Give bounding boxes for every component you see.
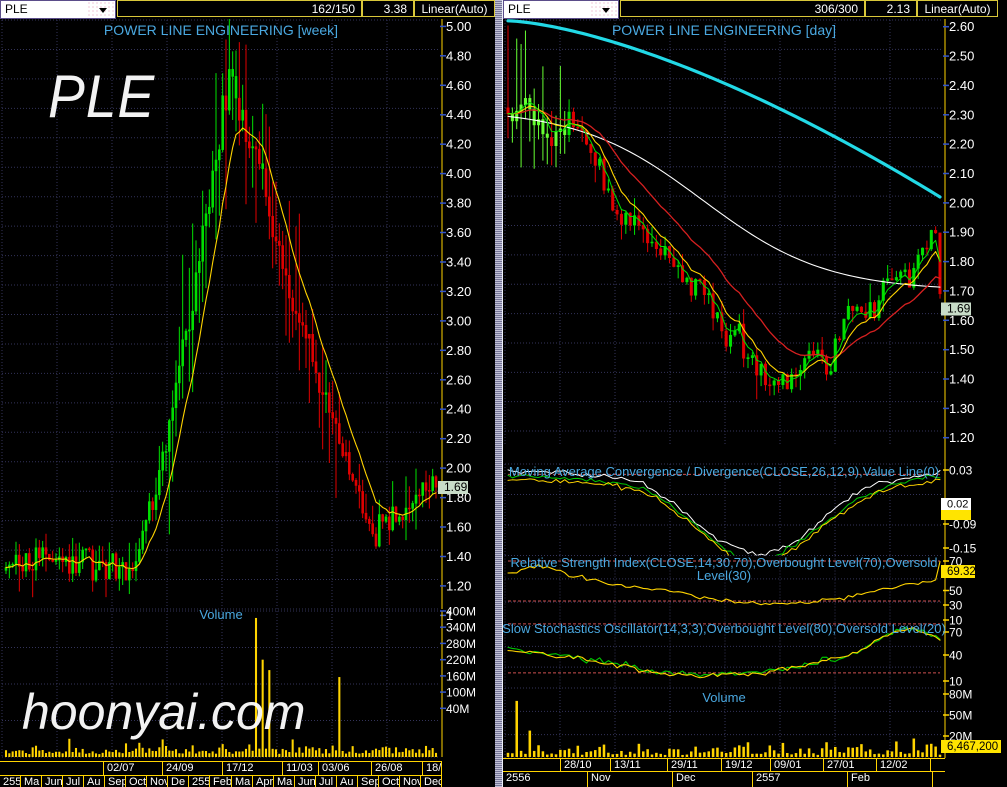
svg-text:10: 10 bbox=[949, 675, 963, 689]
svg-text:69.32: 69.32 bbox=[947, 566, 976, 578]
svg-text:1.40: 1.40 bbox=[446, 549, 471, 564]
svg-text:3.00: 3.00 bbox=[446, 313, 471, 328]
svg-text:POWER LINE ENGINEERING [day]: POWER LINE ENGINEERING [day] bbox=[612, 22, 836, 38]
svg-text:6,467,200: 6,467,200 bbox=[947, 741, 998, 753]
svg-text:2.50: 2.50 bbox=[949, 49, 974, 64]
svg-text:2.20: 2.20 bbox=[949, 137, 974, 152]
svg-text:-0.15: -0.15 bbox=[949, 542, 977, 556]
svg-text:Volume: Volume bbox=[199, 607, 242, 622]
svg-text:0.03: 0.03 bbox=[949, 464, 973, 478]
svg-text:400M: 400M bbox=[446, 605, 476, 619]
svg-text:POWER LINE ENGINEERING [week]: POWER LINE ENGINEERING [week] bbox=[104, 22, 338, 38]
svg-text:1.30: 1.30 bbox=[949, 401, 974, 416]
svg-text:3.40: 3.40 bbox=[446, 255, 471, 270]
svg-text:2.80: 2.80 bbox=[446, 343, 471, 358]
svg-text:0.02: 0.02 bbox=[947, 499, 968, 511]
svg-text:100M: 100M bbox=[446, 686, 476, 700]
svg-text:80M: 80M bbox=[949, 688, 972, 702]
svg-text:3.80: 3.80 bbox=[446, 196, 471, 211]
svg-text:4.40: 4.40 bbox=[446, 107, 471, 122]
svg-text:1.50: 1.50 bbox=[949, 342, 974, 357]
svg-text:30: 30 bbox=[949, 599, 963, 613]
svg-text:1.20: 1.20 bbox=[949, 430, 974, 445]
svg-text:220M: 220M bbox=[446, 653, 476, 667]
svg-text:50: 50 bbox=[949, 584, 963, 598]
svg-text:4.60: 4.60 bbox=[446, 78, 471, 93]
svg-text:4.00: 4.00 bbox=[446, 166, 471, 181]
svg-text:2.40: 2.40 bbox=[949, 78, 974, 93]
svg-text:4.80: 4.80 bbox=[446, 48, 471, 63]
svg-text:340M: 340M bbox=[446, 621, 476, 635]
svg-text:50M: 50M bbox=[949, 709, 972, 723]
svg-text:4.20: 4.20 bbox=[446, 137, 471, 152]
svg-text:Slow Stochastics Oscillator(14: Slow Stochastics Oscillator(14,3,3),Over… bbox=[503, 621, 946, 636]
svg-text:40: 40 bbox=[949, 649, 963, 663]
svg-text:2.20: 2.20 bbox=[446, 431, 471, 446]
svg-text:Level(30): Level(30) bbox=[697, 568, 751, 583]
svg-text:40M: 40M bbox=[446, 702, 469, 716]
svg-text:1.20: 1.20 bbox=[446, 578, 471, 593]
svg-text:70: 70 bbox=[949, 626, 963, 640]
svg-text:5.00: 5.00 bbox=[446, 19, 471, 34]
svg-text:2.00: 2.00 bbox=[949, 195, 974, 210]
svg-text:2.60: 2.60 bbox=[446, 372, 471, 387]
svg-text:2.60: 2.60 bbox=[949, 19, 974, 34]
svg-text:3.20: 3.20 bbox=[446, 284, 471, 299]
svg-text:1.69: 1.69 bbox=[947, 302, 971, 316]
svg-text:1.70: 1.70 bbox=[949, 283, 974, 298]
svg-text:3.60: 3.60 bbox=[446, 225, 471, 240]
svg-text:1.60: 1.60 bbox=[446, 520, 471, 535]
svg-text:2.00: 2.00 bbox=[446, 461, 471, 476]
svg-text:1.90: 1.90 bbox=[949, 225, 974, 240]
svg-text:2.30: 2.30 bbox=[949, 107, 974, 122]
svg-text:Volume: Volume bbox=[702, 690, 745, 705]
svg-text:2.10: 2.10 bbox=[949, 166, 974, 181]
svg-text:2.40: 2.40 bbox=[446, 402, 471, 417]
svg-text:1.40: 1.40 bbox=[949, 372, 974, 387]
svg-text:Moving Average Convergence / D: Moving Average Convergence / Divergence(… bbox=[509, 464, 939, 479]
svg-text:160M: 160M bbox=[446, 669, 476, 683]
svg-text:1.80: 1.80 bbox=[949, 254, 974, 269]
svg-text:1.69: 1.69 bbox=[444, 480, 468, 494]
svg-text:280M: 280M bbox=[446, 637, 476, 651]
